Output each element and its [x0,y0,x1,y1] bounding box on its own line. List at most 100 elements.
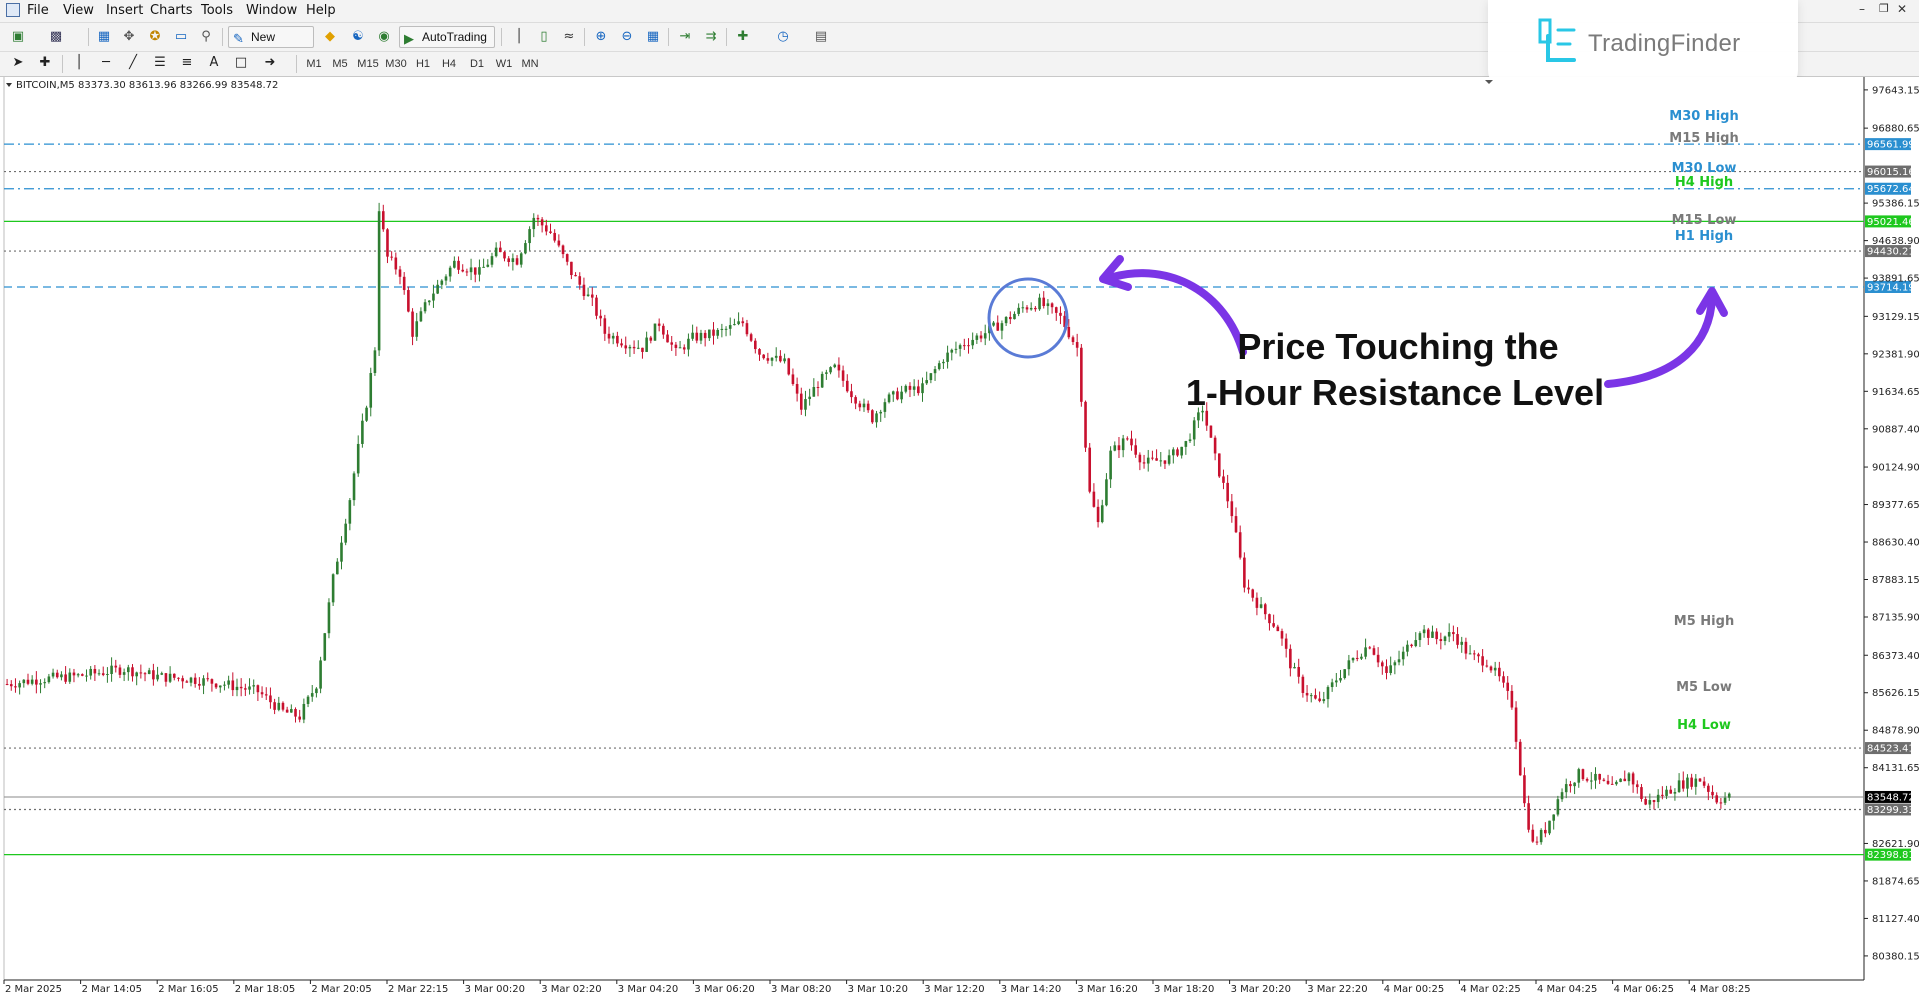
candle-body [1347,660,1351,670]
bar-chart-button[interactable]: │ [507,27,529,47]
level-price-label: 96561.99 [1867,140,1915,151]
candle-body [1376,654,1380,663]
candle-body [1506,682,1510,691]
timeframe-h4[interactable]: H4 [441,58,457,70]
new-chart-button[interactable]: ▣ [6,27,28,47]
candle-body [494,247,498,257]
candle-body [1397,659,1401,663]
tile-windows-button[interactable]: ▦ [641,27,663,47]
candle-body [198,683,201,686]
timeframe-mn[interactable]: MN [521,58,539,70]
crosshair-button[interactable]: ✚ [33,53,55,73]
timeframe-w1[interactable]: W1 [495,58,513,70]
text-label-button[interactable]: □ [229,53,251,73]
timeframe-m1[interactable]: M1 [306,58,322,70]
candle-body [570,261,573,276]
chart-window[interactable]: BITCOIN,M5 83373.30 83613.96 83266.99 83… [0,77,1919,996]
indicators-button[interactable]: ✚ [731,27,753,47]
vertical-line-button[interactable]: │ [67,53,89,73]
horizontal-line-icon: ─ [102,55,110,70]
menu-file[interactable]: File [27,3,49,18]
menu-insert[interactable]: Insert [106,3,144,18]
timeframe-m15[interactable]: M15 [357,58,379,70]
candlestick-button[interactable]: ▯ [532,27,554,47]
navigator-button[interactable]: ✪ [143,27,165,47]
chart-menu-arrow-icon[interactable] [6,83,12,87]
candle-body [1008,316,1012,320]
autoscroll-button[interactable]: ⇉ [699,27,721,47]
data-window-button[interactable]: ✥ [117,27,139,47]
profiles-button[interactable]: ▩ [44,27,66,47]
candle-body [632,346,636,349]
candle-body [536,217,540,220]
candle-body [779,355,782,362]
zoom-in-button[interactable]: ⊕ [589,27,611,47]
candle-body [185,681,189,683]
candle-body [1435,631,1438,640]
terminal-button[interactable]: ▭ [169,27,191,47]
candle-body [281,702,285,710]
candle-body [1364,647,1367,657]
candle-body [444,276,448,281]
menu-charts[interactable]: Charts [150,3,193,18]
candle-body [135,672,138,677]
candle-body [306,696,310,704]
new-order-button[interactable]: ✎New Order [228,26,314,64]
candle-body [603,318,607,334]
line-chart-button[interactable]: ≈ [557,27,579,47]
minimize-icon[interactable]: – [1859,2,1865,16]
candle-body [143,673,147,675]
time-tick-label: 4 Mar 02:25 [1460,984,1520,995]
price-tick-label: 84878.90 [1872,726,1919,737]
price-chart[interactable]: BITCOIN,M5 83373.30 83613.96 83266.99 83… [0,77,1919,996]
candle-body [1723,797,1727,803]
candle-body [1084,401,1087,448]
text-button[interactable]: A [202,53,224,73]
menu-view[interactable]: View [63,3,94,18]
trendline-button[interactable]: ╱ [121,53,143,73]
candle-body [440,280,444,285]
cursor-button[interactable]: ➤ [6,53,28,73]
menu-help[interactable]: Help [306,3,336,18]
candle-body [1017,307,1020,314]
candle-body [1493,667,1497,671]
tester-button[interactable]: ⚲ [194,27,216,47]
candle-body [344,523,347,543]
candle-body [774,355,778,358]
timeframe-m30[interactable]: M30 [385,58,407,70]
market-watch-button[interactable]: ▦ [92,27,114,47]
candle-body [1665,789,1668,796]
candle-body [879,411,883,414]
timeframe-h1[interactable]: H1 [415,58,431,70]
new-chart-icon: ▣ [11,29,25,44]
candle-body [950,349,954,353]
candle-body [503,252,506,259]
menu-window[interactable]: Window [246,3,298,18]
metaeditor-button[interactable]: ◆ [318,27,340,47]
candle-body [1598,773,1601,780]
level-price-label: 82398.81 [1867,850,1915,861]
arrows-button[interactable]: ➜ [258,53,280,73]
market-button[interactable]: ◉ [372,27,394,47]
channel-button[interactable]: ☰ [148,53,170,73]
chart-shift-button[interactable]: ⇥ [673,27,695,47]
candle-body [595,297,598,316]
fibonacci-button[interactable]: ≡ [175,53,197,73]
candle-body [1042,297,1046,307]
candle-body [461,269,465,272]
timeframe-m5[interactable]: M5 [332,58,348,70]
templates-button[interactable]: ▤ [809,27,831,47]
candle-body [244,688,247,690]
close-icon[interactable]: ✕ [1897,2,1908,16]
menu-tools[interactable]: Tools [201,3,234,18]
timeframe-d1[interactable]: D1 [469,58,485,70]
candle-body [1092,491,1096,507]
restore-icon[interactable]: ❐ [1879,2,1889,15]
autotrading-button[interactable]: ▶ AutoTrading [399,26,495,48]
horizontal-line-button[interactable]: ─ [94,53,116,73]
signals-button[interactable]: ☯ [346,27,368,47]
candle-body [202,678,205,686]
zoom-out-button[interactable]: ⊖ [615,27,637,47]
candle-body [1050,303,1054,308]
periods-button[interactable]: ◷ [771,27,793,47]
